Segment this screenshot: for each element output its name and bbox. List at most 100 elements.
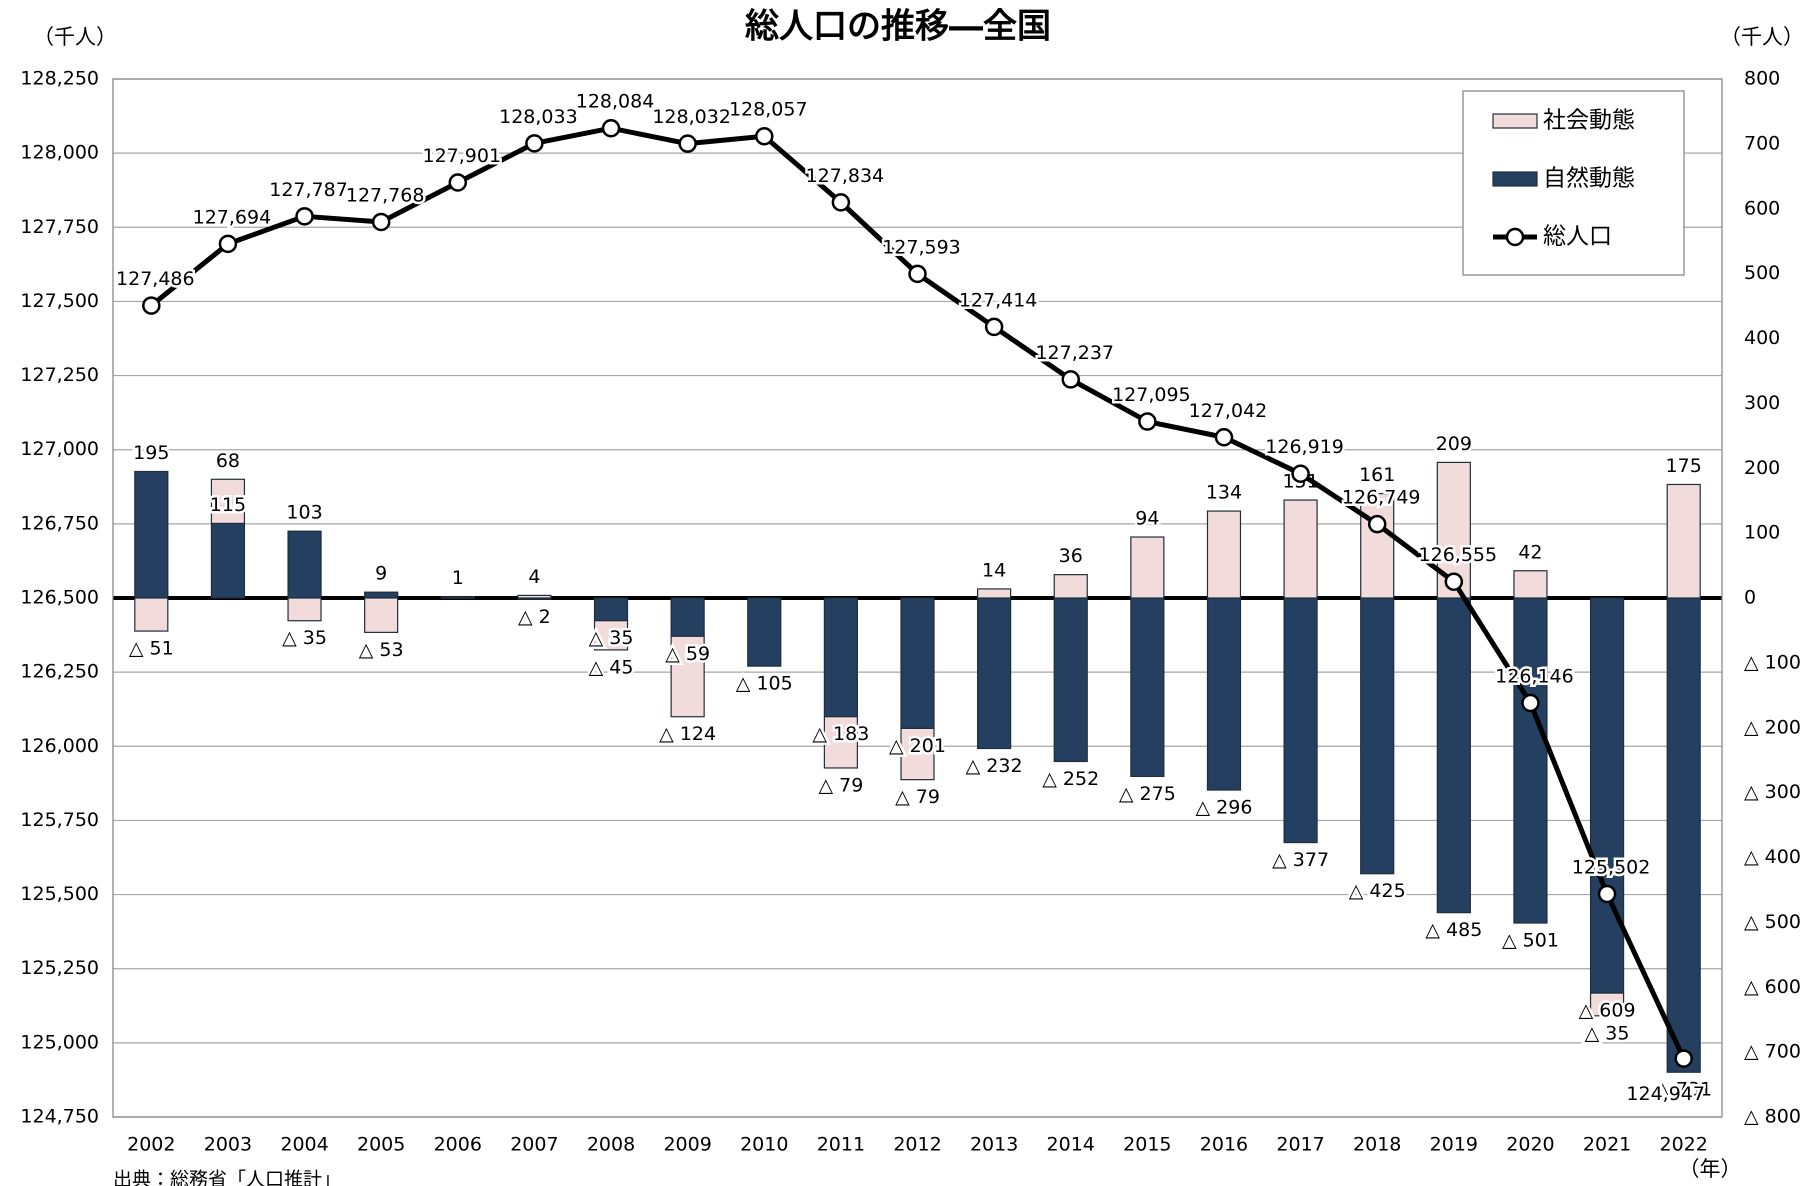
y2-tick-label: △ 600: [1744, 976, 1801, 998]
bar: [670, 635, 705, 718]
x-tick-label: 2016: [1200, 1134, 1248, 1156]
line-point: [755, 126, 774, 146]
bar-value-label: △ 501: [1502, 930, 1559, 952]
bar-value-label: △ 35: [282, 627, 327, 649]
y-tick-label: 126,250: [20, 661, 99, 683]
line-value-label: 127,694: [193, 206, 272, 228]
y2-tick-label: 700: [1744, 132, 1780, 154]
bar: [900, 597, 935, 729]
bar-value-label: △ 425: [1349, 880, 1406, 902]
x-tick-label: 2018: [1353, 1134, 1401, 1156]
bar: [1283, 597, 1318, 844]
x-tick-label: 2003: [204, 1134, 252, 1156]
y2-tick-label: △ 800: [1744, 1106, 1801, 1128]
y2-tick-label: 100: [1744, 522, 1780, 544]
line-value-label: 127,237: [1035, 342, 1114, 364]
x-tick-label: 2007: [510, 1134, 558, 1156]
line-point: [295, 207, 314, 226]
y2-tick-label: 500: [1744, 262, 1780, 284]
x-tick-label: 2019: [1430, 1134, 1478, 1156]
line-value-label: 124,947: [1626, 1083, 1705, 1105]
bar: [1513, 597, 1548, 924]
bar: [1666, 597, 1701, 1073]
bar: [1589, 992, 1625, 1017]
bar-value-label: 115: [210, 494, 246, 516]
bar: [747, 597, 782, 667]
line-point: [908, 264, 927, 284]
bar: [1666, 483, 1701, 599]
line-value-label: 127,042: [1189, 400, 1268, 422]
bar: [1206, 597, 1242, 791]
bar: [517, 594, 552, 599]
y2-tick-label: 0: [1744, 587, 1756, 609]
plot-frame: [112, 78, 1723, 1118]
bar: [1436, 597, 1471, 914]
bar: [134, 597, 169, 632]
bar: [977, 588, 1012, 599]
bar-value-label: △ 79: [818, 774, 863, 796]
bar: [1360, 492, 1395, 599]
chart-title: 総人口の推移―全国: [745, 7, 1051, 47]
y-tick-label: 124,750: [20, 1106, 99, 1128]
bar-value-label: △ 45: [589, 656, 634, 678]
x-tick-label: 2010: [740, 1134, 788, 1156]
y-tick-label: 127,500: [20, 290, 99, 312]
bar: [1053, 574, 1088, 599]
x-tick-label: 2009: [663, 1134, 711, 1156]
y-tick-label: 125,250: [20, 957, 99, 979]
bar: [1513, 570, 1548, 599]
line-point: [1521, 693, 1540, 713]
line-point: [831, 193, 851, 212]
legend-label: 社会動態: [1543, 108, 1635, 134]
bar-value-label: △ 731: [1655, 1079, 1712, 1101]
y-axis-unit: （千人）: [33, 25, 117, 49]
bar: [593, 620, 629, 651]
bar-value-label: 42: [1518, 541, 1542, 563]
bar-value-label: 1: [452, 567, 464, 589]
bar-value-label: △ 51: [129, 638, 174, 660]
line-point: [1367, 514, 1387, 534]
line-point: [1291, 464, 1310, 483]
line-point: [678, 134, 697, 153]
legend-swatch: [1492, 171, 1538, 187]
line-point: [218, 234, 238, 254]
line-point: [525, 134, 544, 153]
bar: [364, 591, 399, 599]
bar: [1589, 597, 1625, 994]
line-value-label: 127,414: [959, 289, 1038, 311]
line-point: [1597, 884, 1617, 904]
bar-value-label: △ 232: [966, 755, 1023, 777]
bar: [593, 597, 629, 622]
y2-tick-label: △ 700: [1744, 1041, 1801, 1063]
y2-tick-label: 400: [1744, 327, 1780, 349]
bar: [1206, 510, 1242, 599]
bar-value-label: △ 124: [659, 723, 716, 745]
bar-value-label: △ 35: [589, 627, 634, 649]
x-axis-unit: （年）: [1679, 1157, 1742, 1181]
line-point: [1674, 1049, 1693, 1068]
line-value-label: 126,749: [1342, 487, 1421, 509]
line-value-label: 126,555: [1419, 544, 1498, 566]
line-value-label: 128,033: [499, 106, 578, 128]
bar-value-label: △ 252: [1042, 768, 1099, 790]
y2-axis-unit: （千人）: [1720, 25, 1804, 49]
bar: [364, 597, 399, 633]
y-tick-label: 126,500: [20, 587, 99, 609]
y2-tick-label: 800: [1744, 68, 1780, 90]
y2-tick-label: △ 300: [1744, 781, 1801, 803]
legend-swatch: [1492, 113, 1538, 129]
bar: [1360, 597, 1395, 875]
x-tick-label: 2020: [1506, 1134, 1554, 1156]
bar-value-label: 36: [1059, 545, 1083, 567]
line-point: [1444, 572, 1464, 591]
line-point: [601, 118, 621, 138]
bar: [440, 596, 475, 599]
bar: [1053, 597, 1088, 763]
bar-value-label: 14: [982, 559, 1006, 581]
legend-label: 総人口: [1543, 224, 1612, 250]
line-value-label: 127,901: [422, 145, 501, 167]
bar-value-label: 195: [133, 442, 169, 464]
bar-value-label: △ 59: [665, 643, 710, 665]
line-point: [1214, 428, 1234, 447]
bar-value-label: 161: [1359, 464, 1395, 486]
